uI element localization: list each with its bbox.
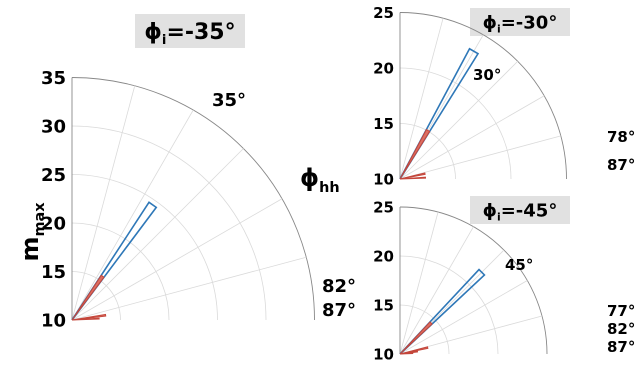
- angle-variable-label: ϕhh: [300, 164, 340, 196]
- grid-spoke: [399, 60, 519, 180]
- wedge-angle-label: 82°: [322, 276, 356, 297]
- title-subscript: i: [497, 23, 501, 36]
- r-tick-label: 25: [373, 4, 394, 22]
- grid-spoke: [71, 85, 136, 321]
- wedge-angle-label: 87°: [607, 338, 635, 356]
- wedge-angle-label: 77°: [607, 302, 635, 320]
- phi-main: ϕ: [300, 164, 319, 192]
- r-tick-label: 25: [373, 198, 394, 216]
- wedge-filled: [399, 176, 427, 180]
- grid-spoke: [399, 211, 439, 355]
- title-subscript: i: [162, 33, 167, 48]
- wedge-filled: [399, 172, 426, 180]
- wedge-angle-label: 87°: [322, 300, 356, 321]
- r-tick-label: 15: [373, 115, 394, 133]
- wedge-angle-label: 30°: [473, 66, 501, 84]
- r-tick-label: 20: [373, 59, 394, 77]
- r-tick-label: 35: [41, 68, 66, 89]
- wedge-angle-label: 82°: [607, 320, 635, 338]
- wedge-angle-label: 35°: [212, 90, 246, 111]
- title-phi: ϕ: [483, 13, 497, 34]
- chart-title: ϕi=-30°: [483, 13, 558, 36]
- title-value: =-45°: [501, 201, 558, 222]
- r-tick-label: 25: [41, 165, 66, 186]
- grid-spoke: [399, 18, 444, 180]
- ylabel-main: m: [16, 236, 44, 261]
- title-box: [470, 8, 570, 36]
- wedge-angle-label: 87°: [607, 156, 635, 174]
- title-value: =-30°: [501, 13, 558, 34]
- grid-spoke: [71, 198, 283, 321]
- grid-spoke: [399, 280, 528, 355]
- y-axis-label: mmax: [16, 202, 48, 262]
- title-box: [470, 196, 570, 224]
- r-tick-label: 20: [41, 213, 66, 234]
- wedge-outline: [399, 268, 486, 355]
- wedge-stub: [399, 321, 433, 355]
- ylabel-subscript: max: [32, 202, 48, 237]
- wedge-filled: [71, 313, 107, 321]
- r-tick-label: 15: [373, 296, 394, 314]
- wedge-filled: [399, 352, 414, 355]
- grid-spoke: [399, 95, 545, 180]
- r-tick-label: 20: [373, 247, 394, 265]
- r-tick-label: 10: [373, 345, 394, 363]
- polar-panel-2: ϕi=-30° 10 15 20 25 30° 78° 87°: [373, 4, 635, 188]
- chart-title: ϕi=-45°: [483, 201, 558, 224]
- grid-spoke: [399, 135, 561, 180]
- phi-subscript: hh: [319, 180, 340, 196]
- r-tick-label: 15: [41, 262, 66, 283]
- wedge-stub: [399, 128, 431, 180]
- wedge-outline: [399, 47, 480, 180]
- r-tick-label: 10: [373, 170, 394, 188]
- chart-title: ϕi=-35°: [144, 20, 235, 48]
- wedge-outline: [71, 201, 158, 321]
- title-phi: ϕ: [483, 201, 497, 222]
- grid-spoke: [399, 226, 474, 355]
- wedge-filled: [71, 317, 100, 321]
- grid-spoke: [71, 148, 244, 321]
- r-tick-label: 30: [41, 116, 66, 137]
- wedge-angle-label: 45°: [505, 256, 533, 274]
- title-box: [135, 14, 245, 48]
- wedge-angle-label: 78°: [607, 128, 635, 146]
- wedge-stub: [71, 274, 105, 321]
- title-subscript: i: [497, 211, 501, 224]
- r-tick-label: 10: [41, 310, 66, 331]
- wedge-filled: [399, 346, 429, 355]
- title-phi: ϕ: [144, 20, 162, 45]
- polar-panel-3: ϕi=-45° 10 15 20 25 45° 77°82°87°: [373, 196, 635, 363]
- grid-spoke: [71, 109, 194, 321]
- title-value: =-35°: [166, 20, 235, 45]
- grid-spoke: [71, 256, 307, 321]
